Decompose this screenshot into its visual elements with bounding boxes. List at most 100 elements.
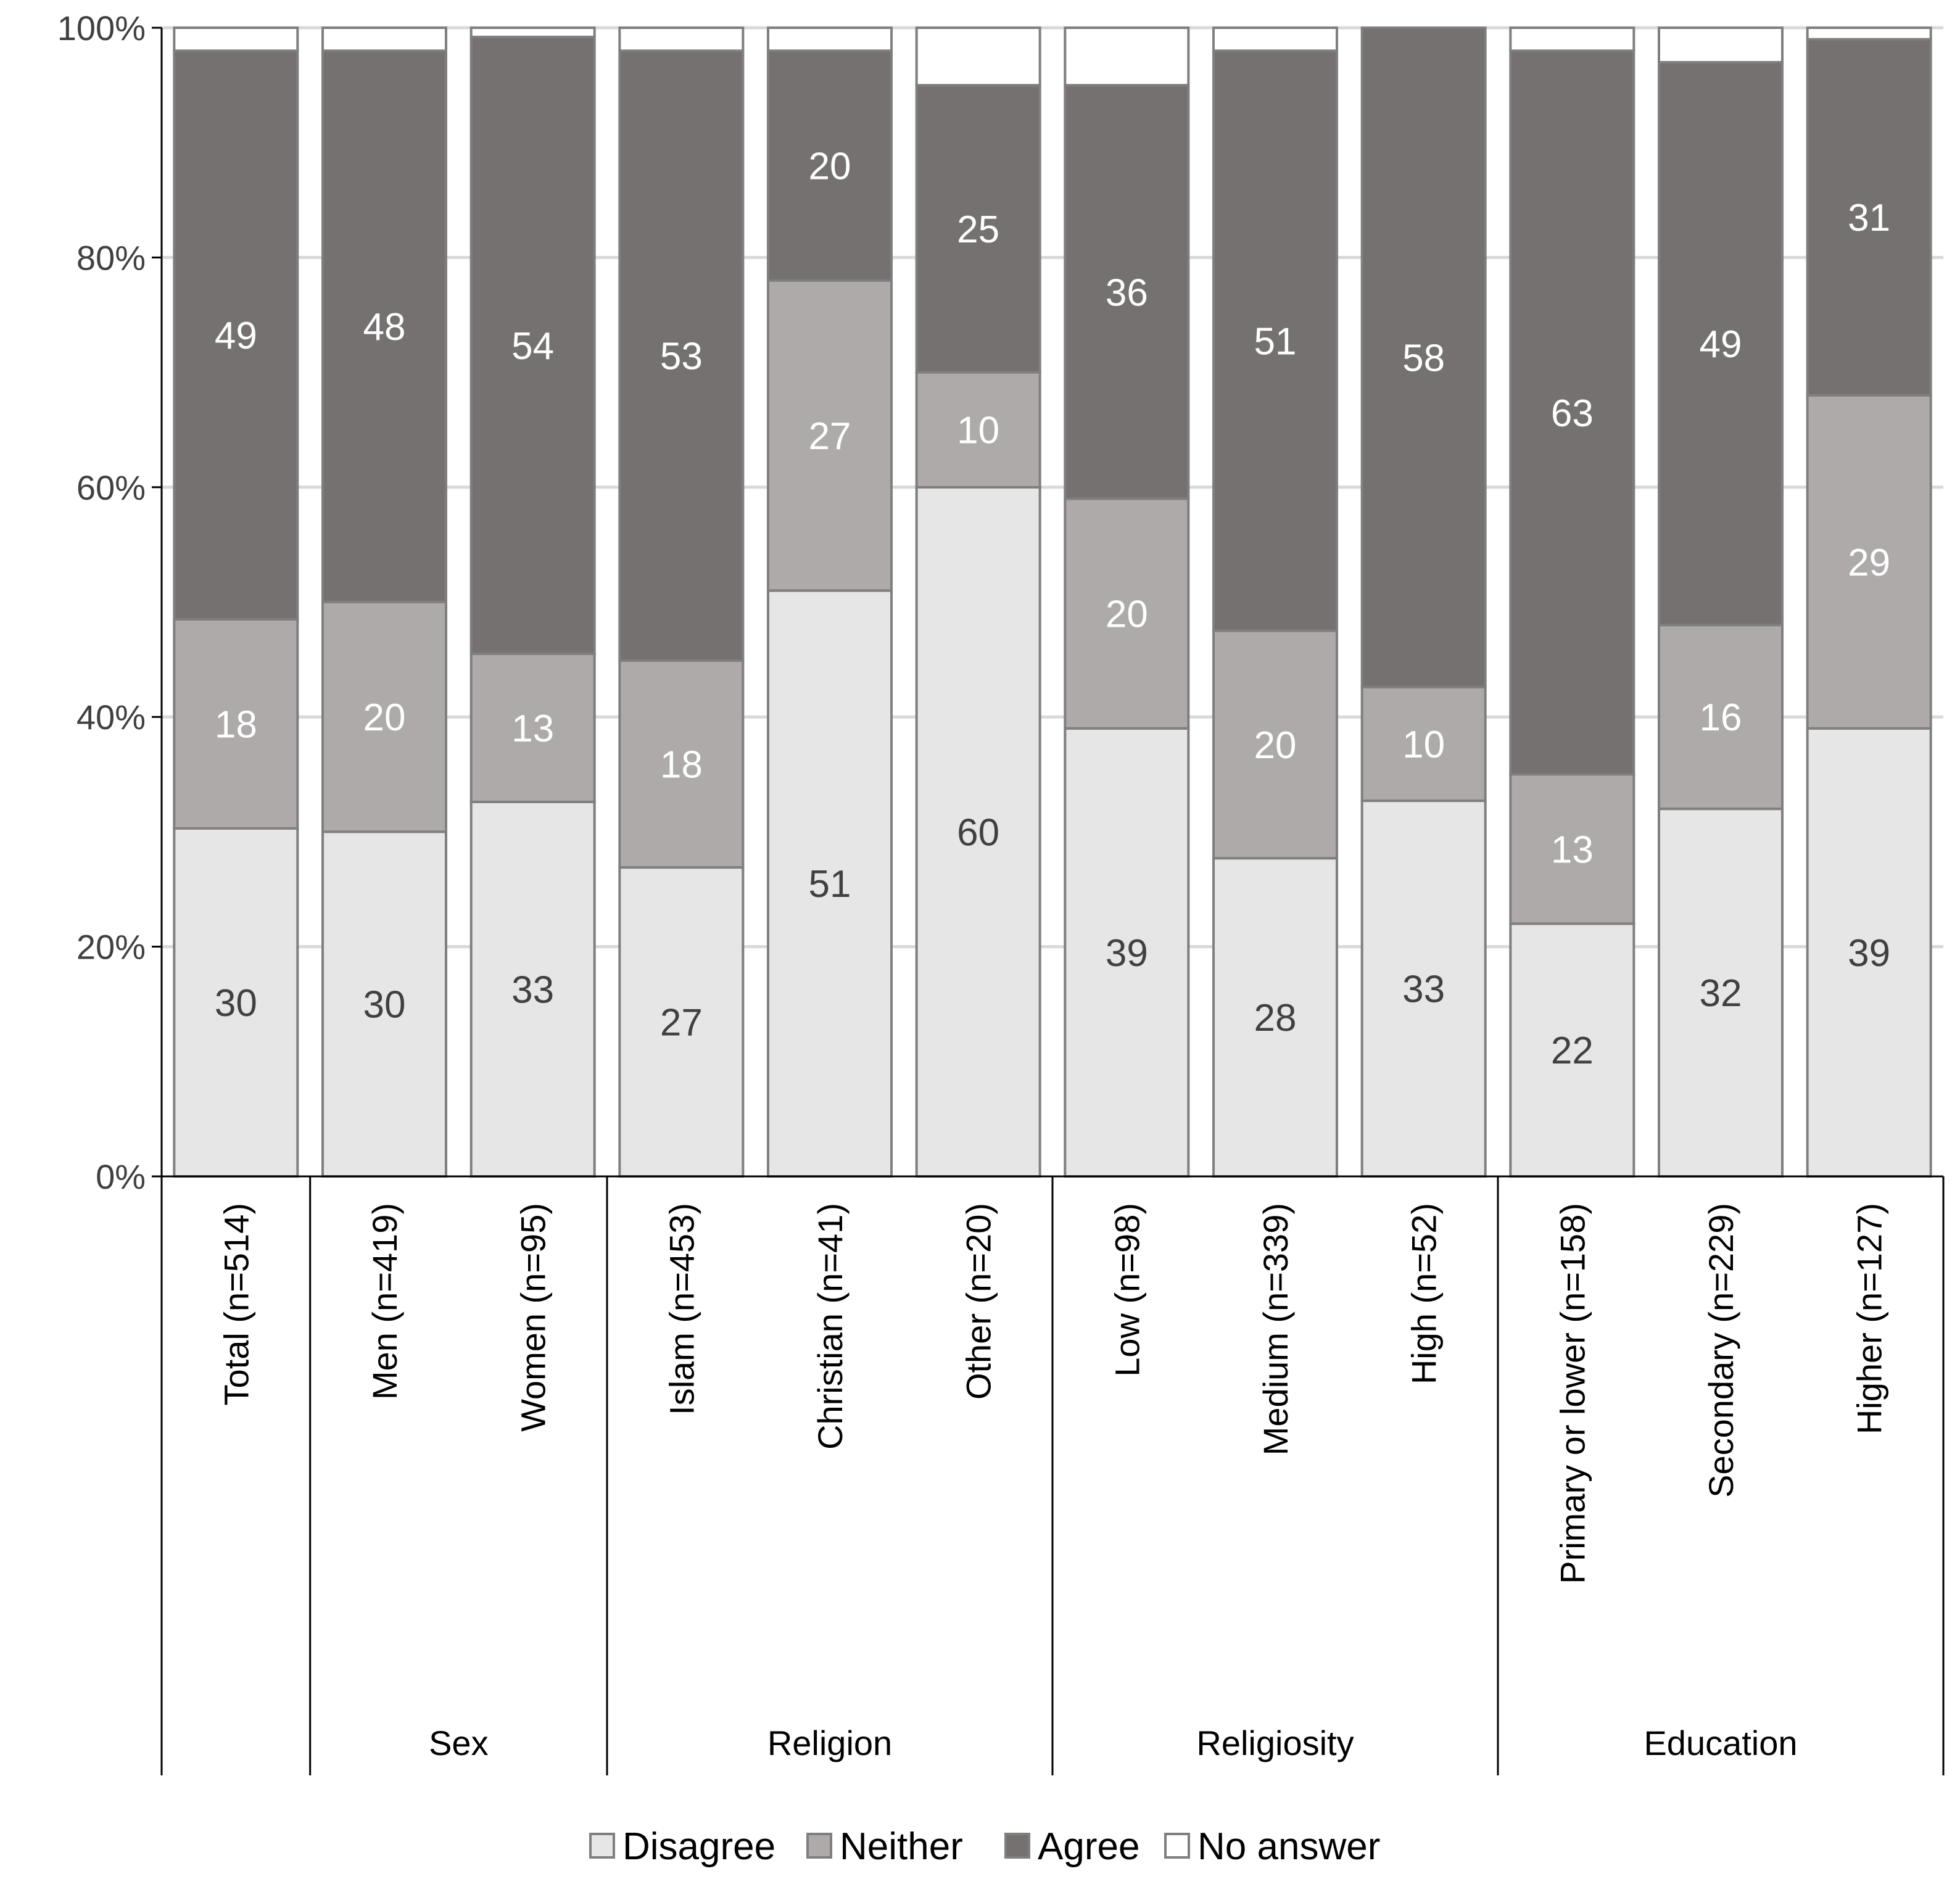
data-label-neither-other-n-20: 10 bbox=[957, 410, 999, 452]
bar-no-answer-other-n-20 bbox=[915, 27, 1041, 87]
bar-neither-primary-or-lower-n-158 bbox=[1509, 773, 1635, 925]
bars bbox=[173, 27, 1932, 1178]
category-label-higher-n-127: Higher (n=127) bbox=[1850, 1203, 1889, 1434]
legend-item-no-answer: No answer bbox=[1164, 1825, 1380, 1868]
category-label-men-n-419: Men (n=419) bbox=[365, 1203, 404, 1400]
bar-disagree-low-n-98 bbox=[1064, 727, 1190, 1178]
bar-neither-women-n-95 bbox=[469, 652, 596, 803]
bar-disagree-christian-n-41 bbox=[767, 589, 893, 1178]
data-label-neither-christian-n-41: 27 bbox=[809, 415, 851, 458]
bar-disagree-other-n-20 bbox=[915, 485, 1041, 1178]
bar-agree-other-n-20 bbox=[915, 84, 1041, 374]
data-label-disagree-higher-n-127: 39 bbox=[1848, 932, 1890, 975]
legend-swatch-disagree bbox=[589, 1833, 615, 1859]
group-label-sex: Sex bbox=[429, 1724, 489, 1762]
data-label-disagree-christian-n-41: 51 bbox=[809, 863, 851, 906]
data-label-neither-secondary-n-229: 16 bbox=[1700, 696, 1742, 739]
y-axis-tick-labels: 0% 20% 40% 60% 80% 100% bbox=[57, 9, 146, 1196]
bar-agree-secondary-n-229 bbox=[1658, 60, 1784, 627]
data-label-agree-women-n-95: 54 bbox=[511, 325, 554, 368]
data-label-neither-medium-n-339: 20 bbox=[1254, 724, 1297, 767]
group-labels: Sex Religion Religiosity Education bbox=[429, 1724, 1797, 1762]
bar-agree-women-n-95 bbox=[469, 35, 596, 655]
legend-swatch-no-answer bbox=[1164, 1833, 1190, 1859]
data-label-disagree-total-n-514: 30 bbox=[215, 982, 257, 1025]
legend-label-no-answer: No answer bbox=[1197, 1825, 1380, 1868]
legend-label-neither: Neither bbox=[840, 1825, 963, 1868]
bar-no-answer-total-n-514 bbox=[173, 27, 299, 52]
data-label-disagree-medium-n-339: 28 bbox=[1254, 997, 1297, 1039]
data-label-agree-medium-n-339: 51 bbox=[1254, 320, 1297, 363]
bar-no-answer-christian-n-41 bbox=[767, 27, 893, 52]
bar-neither-christian-n-41 bbox=[767, 279, 893, 592]
bar-no-answer-men-n-419 bbox=[321, 27, 447, 52]
bar-no-answer-secondary-n-229 bbox=[1658, 27, 1784, 64]
bar-no-answer-islam-n-453 bbox=[618, 27, 745, 52]
data-label-disagree-other-n-20: 60 bbox=[957, 811, 999, 854]
category-label-medium-n-339: Medium (n=339) bbox=[1256, 1203, 1295, 1455]
data-label-disagree-women-n-95: 33 bbox=[511, 968, 554, 1011]
data-label-agree-high-n-52: 58 bbox=[1402, 337, 1445, 379]
bar-disagree-women-n-95 bbox=[469, 800, 596, 1178]
bar-disagree-high-n-52 bbox=[1360, 799, 1487, 1178]
bar-agree-islam-n-453 bbox=[618, 49, 745, 662]
legend-label-disagree: Disagree bbox=[622, 1825, 775, 1868]
data-label-disagree-secondary-n-229: 32 bbox=[1700, 972, 1742, 1015]
data-label-disagree-high-n-52: 33 bbox=[1402, 968, 1445, 1011]
data-label-disagree-primary-or-lower-n-158: 22 bbox=[1551, 1030, 1594, 1072]
legend: Disagree Neither Agree No answer bbox=[589, 1825, 1380, 1868]
legend-swatch-neither bbox=[806, 1833, 832, 1859]
category-label-women-n-95: Women (n=95) bbox=[514, 1203, 553, 1432]
data-label-neither-total-n-514: 18 bbox=[215, 703, 257, 746]
data-label-neither-islam-n-453: 18 bbox=[660, 744, 703, 787]
bar-agree-low-n-98 bbox=[1064, 84, 1190, 500]
legend-item-disagree: Disagree bbox=[589, 1825, 775, 1868]
data-label-neither-primary-or-lower-n-158: 13 bbox=[1551, 828, 1594, 871]
bar-no-answer-higher-n-127 bbox=[1806, 27, 1932, 41]
bar-neither-other-n-20 bbox=[915, 371, 1041, 489]
y-tick-label: 20% bbox=[76, 928, 146, 967]
data-label-neither-low-n-98: 20 bbox=[1106, 593, 1148, 636]
bar-no-answer-women-n-95 bbox=[469, 27, 596, 38]
legend-swatch-agree bbox=[1004, 1833, 1030, 1859]
bar-neither-secondary-n-229 bbox=[1658, 624, 1784, 811]
data-label-agree-men-n-419: 48 bbox=[363, 306, 406, 349]
legend-label-agree: Agree bbox=[1038, 1825, 1139, 1868]
bar-agree-primary-or-lower-n-158 bbox=[1509, 49, 1635, 776]
category-labels: Total (n=514) Men (n=419) Women (n=95) Isla… bbox=[217, 1203, 1888, 1584]
data-label-neither-men-n-419: 20 bbox=[363, 696, 406, 739]
data-label-agree-christian-n-41: 20 bbox=[809, 145, 851, 188]
bar-agree-medium-n-339 bbox=[1212, 49, 1338, 632]
y-tick-label: 80% bbox=[76, 238, 146, 277]
data-label-agree-other-n-20: 25 bbox=[957, 209, 999, 251]
y-tick-label: 40% bbox=[76, 698, 146, 737]
category-label-christian-n-41: Christian (n=41) bbox=[811, 1203, 850, 1450]
bar-neither-high-n-52 bbox=[1360, 685, 1487, 803]
group-label-religiosity: Religiosity bbox=[1196, 1724, 1354, 1762]
data-label-disagree-men-n-419: 30 bbox=[363, 984, 406, 1026]
y-tick-label: 100% bbox=[57, 9, 146, 47]
data-label-disagree-islam-n-453: 27 bbox=[660, 1002, 703, 1044]
bar-agree-higher-n-127 bbox=[1806, 38, 1932, 397]
bar-disagree-secondary-n-229 bbox=[1658, 807, 1784, 1178]
category-label-low-n-98: Low (n=98) bbox=[1107, 1203, 1146, 1377]
bar-disagree-higher-n-127 bbox=[1806, 727, 1932, 1178]
category-label-total-n-514: Total (n=514) bbox=[217, 1203, 255, 1405]
group-label-education: Education bbox=[1644, 1724, 1797, 1762]
data-label-neither-women-n-95: 13 bbox=[511, 708, 554, 750]
y-tick-label: 60% bbox=[76, 468, 146, 507]
category-label-secondary-n-229: Secondary (n=229) bbox=[1702, 1203, 1740, 1498]
gridlines bbox=[162, 26, 1943, 949]
bar-neither-low-n-98 bbox=[1064, 497, 1190, 730]
group-label-religion: Religion bbox=[767, 1724, 892, 1762]
bar-disagree-islam-n-453 bbox=[618, 866, 745, 1178]
legend-item-agree: Agree bbox=[1004, 1825, 1139, 1868]
data-label-neither-high-n-52: 10 bbox=[1402, 724, 1445, 766]
category-label-other-n-20: Other (n=20) bbox=[959, 1203, 998, 1400]
bar-disagree-primary-or-lower-n-158 bbox=[1509, 922, 1635, 1178]
data-label-agree-low-n-98: 36 bbox=[1106, 271, 1148, 314]
data-label-neither-higher-n-127: 29 bbox=[1848, 542, 1890, 584]
data-labels: 30 18 49 30 20 48 33 13 54 27 18 53 51 27 20 60 10 25 39 20… bbox=[215, 145, 1890, 1072]
bar-no-answer-primary-or-lower-n-158 bbox=[1509, 27, 1635, 52]
